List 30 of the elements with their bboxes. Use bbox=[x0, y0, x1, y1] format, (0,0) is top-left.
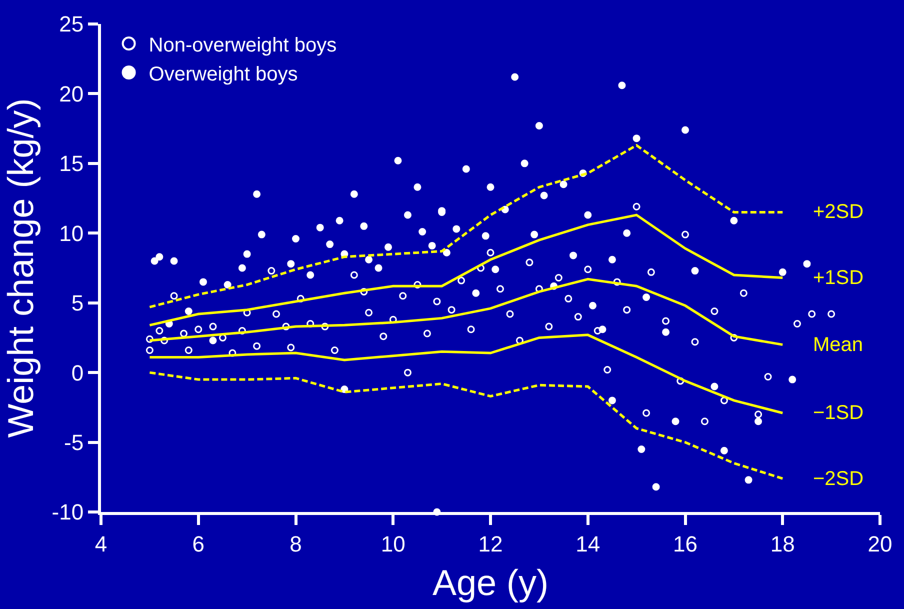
x-tick-label: 12 bbox=[478, 531, 503, 556]
y-tick-label: 15 bbox=[59, 151, 84, 176]
y-axis-title: Weight change (kg/y) bbox=[0, 98, 41, 438]
series-label: −1SD bbox=[813, 402, 864, 424]
y-tick-label: -5 bbox=[64, 430, 84, 455]
line-series bbox=[148, 371, 784, 480]
line-series bbox=[148, 214, 784, 326]
x-tick-label: 4 bbox=[94, 531, 108, 556]
series-label: +1SD bbox=[813, 267, 864, 289]
legend-label: Non-overweight boys bbox=[148, 34, 337, 56]
x-axis-title: Age (y) bbox=[432, 562, 549, 604]
x-tick-label: 16 bbox=[673, 531, 698, 556]
y-tick-label: 5 bbox=[71, 290, 84, 316]
x-tick-label: 10 bbox=[380, 531, 406, 556]
x-tick-label: 20 bbox=[868, 531, 892, 556]
y-tick-label: 25 bbox=[59, 12, 84, 37]
y-tick-label: 10 bbox=[59, 220, 84, 246]
y-tick-label: 0 bbox=[71, 360, 84, 386]
line-series bbox=[148, 144, 784, 308]
y-tick-label: -10 bbox=[52, 500, 84, 525]
x-tick-label: 8 bbox=[290, 531, 302, 556]
series-label: −2SD bbox=[813, 468, 864, 490]
x-tick-label: 14 bbox=[576, 531, 600, 556]
line-series bbox=[148, 334, 784, 414]
x-tick-label: 18 bbox=[770, 531, 795, 556]
series-label: +2SD bbox=[813, 201, 864, 223]
x-tick-label: 6 bbox=[192, 531, 205, 556]
y-tick-label: 20 bbox=[59, 81, 84, 106]
legend-label: Overweight boys bbox=[148, 63, 298, 86]
series-label: Mean bbox=[813, 334, 864, 356]
